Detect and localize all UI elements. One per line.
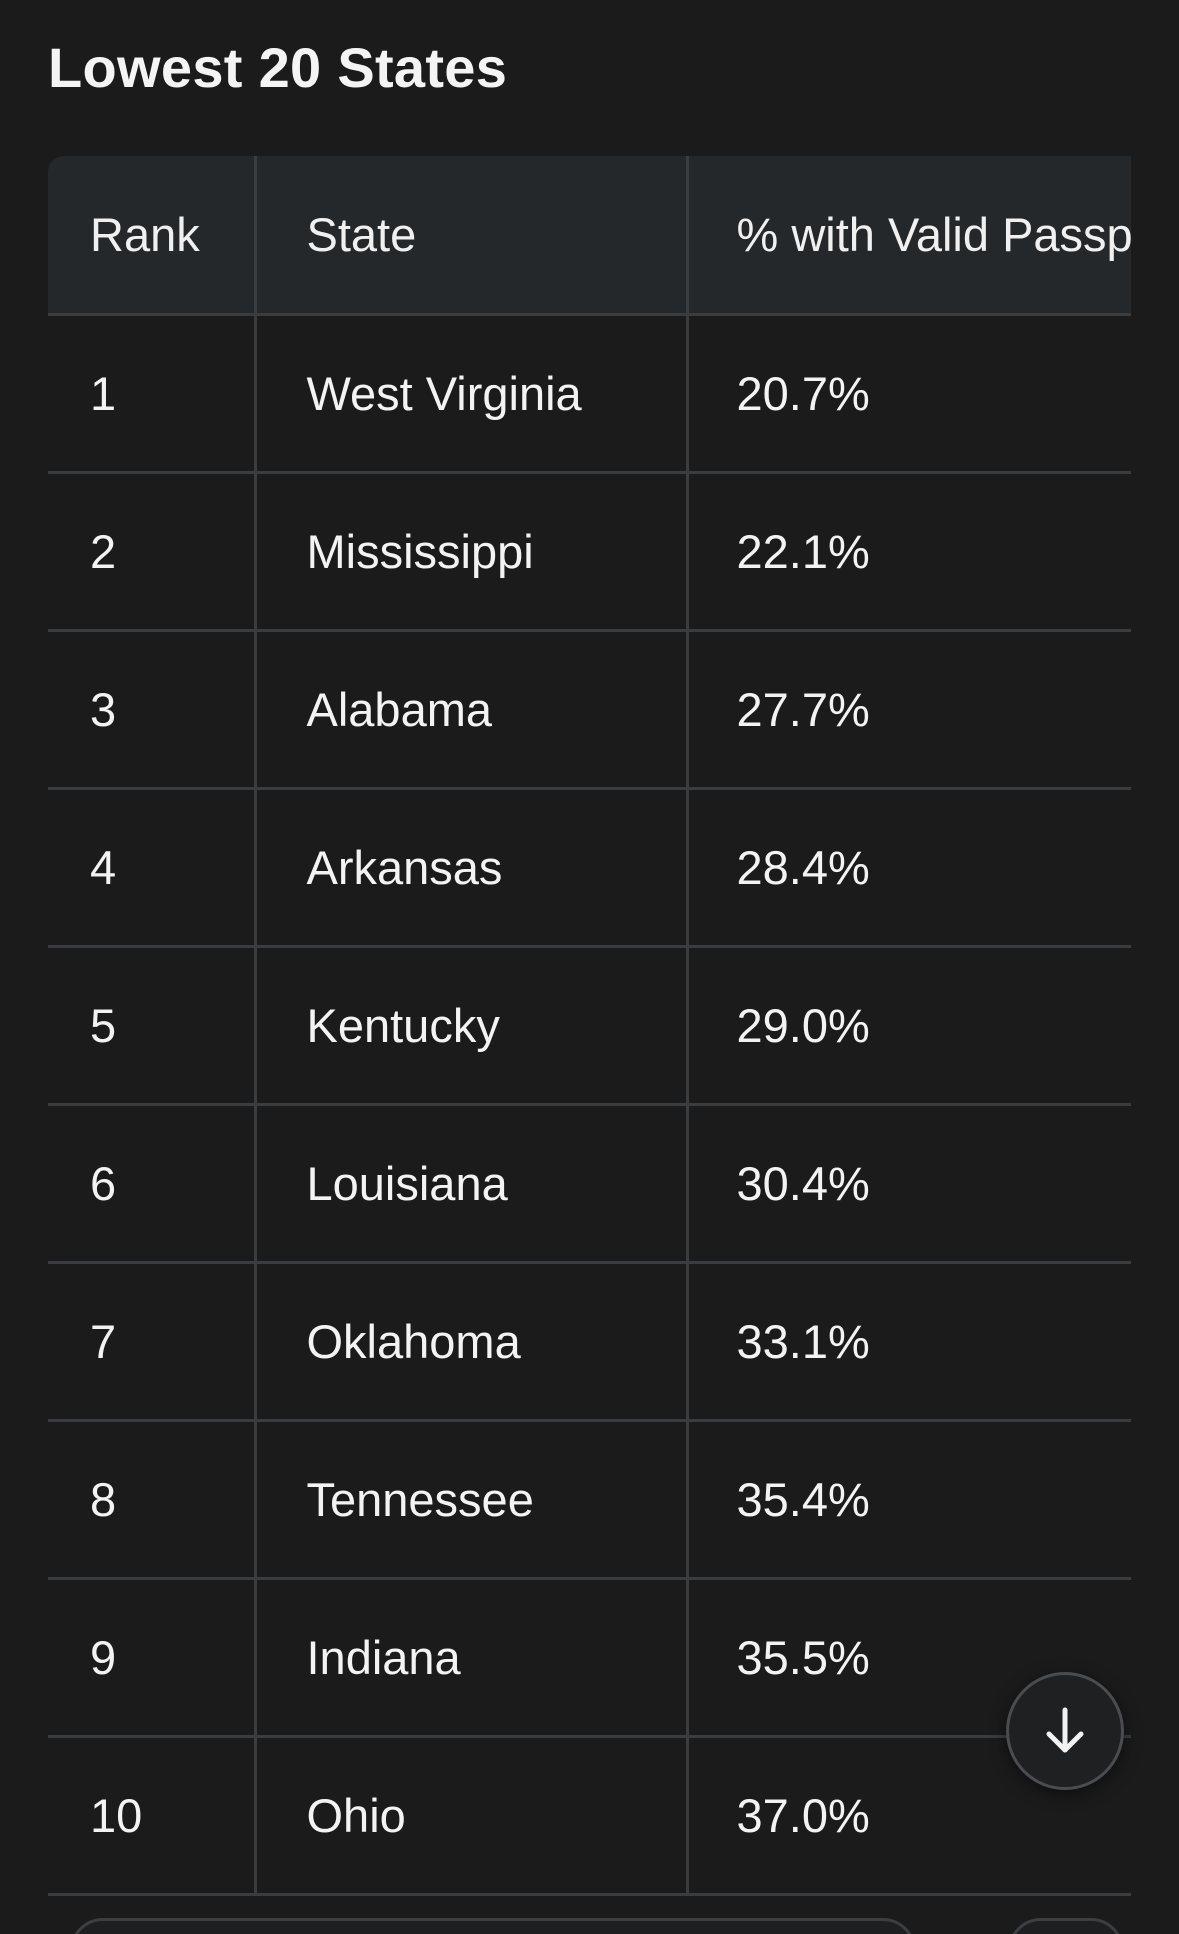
cell-state: Ohio	[255, 1736, 689, 1896]
table-row: 4 Arkansas 28.4%	[48, 788, 1131, 948]
table-row: 6 Louisiana 30.4%	[48, 1104, 1131, 1264]
table-row: 10 Ohio 37.0%	[48, 1736, 1131, 1896]
cell-rank: 9	[48, 1578, 257, 1738]
table-row: 8 Tennessee 35.4%	[48, 1420, 1131, 1580]
states-table: Rank State % with Valid Passp 1 West Vir…	[48, 156, 1131, 1896]
header-rank: Rank	[48, 156, 257, 316]
scroll-to-bottom-button[interactable]	[1006, 1672, 1124, 1790]
arrow-down-icon	[1046, 1707, 1084, 1753]
cell-state: West Virginia	[255, 314, 689, 474]
cell-percent: 35.4%	[687, 1420, 1131, 1580]
cell-state: Kentucky	[255, 946, 689, 1106]
cell-state: Alabama	[255, 630, 689, 790]
table-row: 3 Alabama 27.7%	[48, 630, 1131, 790]
header-percent: % with Valid Passp	[687, 156, 1131, 316]
cell-rank: 4	[48, 788, 257, 948]
cell-rank: 2	[48, 472, 257, 632]
table-row: 1 West Virginia 20.7%	[48, 314, 1131, 474]
cell-rank: 6	[48, 1104, 257, 1264]
header-state: State	[255, 156, 689, 316]
cell-rank: 8	[48, 1420, 257, 1580]
cell-percent: 29.0%	[687, 946, 1131, 1106]
cell-percent: 20.7%	[687, 314, 1131, 474]
cell-rank: 10	[48, 1736, 257, 1896]
cell-state: Louisiana	[255, 1104, 689, 1264]
cell-percent: 27.7%	[687, 630, 1131, 790]
cell-percent: 33.1%	[687, 1262, 1131, 1422]
table-row: 2 Mississippi 22.1%	[48, 472, 1131, 632]
cell-percent: 22.1%	[687, 472, 1131, 632]
table-row: 9 Indiana 35.5%	[48, 1578, 1131, 1738]
cell-state: Mississippi	[255, 472, 689, 632]
cell-state: Arkansas	[255, 788, 689, 948]
section-title: Lowest 20 States	[48, 36, 508, 99]
cell-rank: 1	[48, 314, 257, 474]
table-scroll-container[interactable]: Rank State % with Valid Passp 1 West Vir…	[48, 156, 1131, 1934]
message-input-bar[interactable]	[70, 1918, 916, 1934]
table-header-row: Rank State % with Valid Passp	[48, 156, 1131, 316]
cell-percent: 30.4%	[687, 1104, 1131, 1264]
table-row: 7 Oklahoma 33.1%	[48, 1262, 1131, 1422]
cell-rank: 3	[48, 630, 257, 790]
table-row: 5 Kentucky 29.0%	[48, 946, 1131, 1106]
cell-state: Tennessee	[255, 1420, 689, 1580]
cell-state: Indiana	[255, 1578, 689, 1738]
cell-percent: 28.4%	[687, 788, 1131, 948]
cell-rank: 5	[48, 946, 257, 1106]
cell-rank: 7	[48, 1262, 257, 1422]
cell-state: Oklahoma	[255, 1262, 689, 1422]
